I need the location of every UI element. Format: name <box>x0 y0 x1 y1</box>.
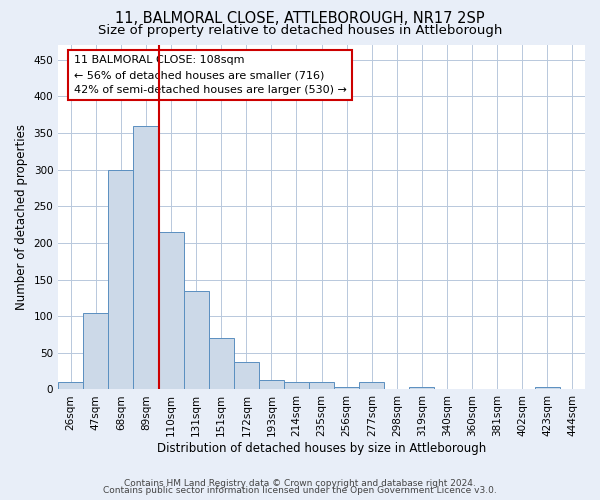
Bar <box>409 388 434 390</box>
Bar <box>259 380 284 390</box>
Bar <box>535 388 560 390</box>
Bar <box>158 232 184 390</box>
Bar <box>234 362 259 390</box>
Bar <box>309 382 334 390</box>
Bar <box>334 388 359 390</box>
Text: Contains public sector information licensed under the Open Government Licence v3: Contains public sector information licen… <box>103 486 497 495</box>
Bar <box>184 290 209 390</box>
Bar <box>209 338 234 390</box>
Bar <box>359 382 385 390</box>
Text: Contains HM Land Registry data © Crown copyright and database right 2024.: Contains HM Land Registry data © Crown c… <box>124 478 476 488</box>
Bar <box>284 382 309 390</box>
Bar <box>58 382 83 390</box>
Y-axis label: Number of detached properties: Number of detached properties <box>15 124 28 310</box>
Bar <box>109 170 133 390</box>
Text: Size of property relative to detached houses in Attleborough: Size of property relative to detached ho… <box>98 24 502 37</box>
Bar <box>133 126 158 390</box>
Text: 11, BALMORAL CLOSE, ATTLEBOROUGH, NR17 2SP: 11, BALMORAL CLOSE, ATTLEBOROUGH, NR17 2… <box>115 11 485 26</box>
X-axis label: Distribution of detached houses by size in Attleborough: Distribution of detached houses by size … <box>157 442 486 455</box>
Text: 11 BALMORAL CLOSE: 108sqm
← 56% of detached houses are smaller (716)
42% of semi: 11 BALMORAL CLOSE: 108sqm ← 56% of detac… <box>74 56 347 95</box>
Bar <box>83 312 109 390</box>
